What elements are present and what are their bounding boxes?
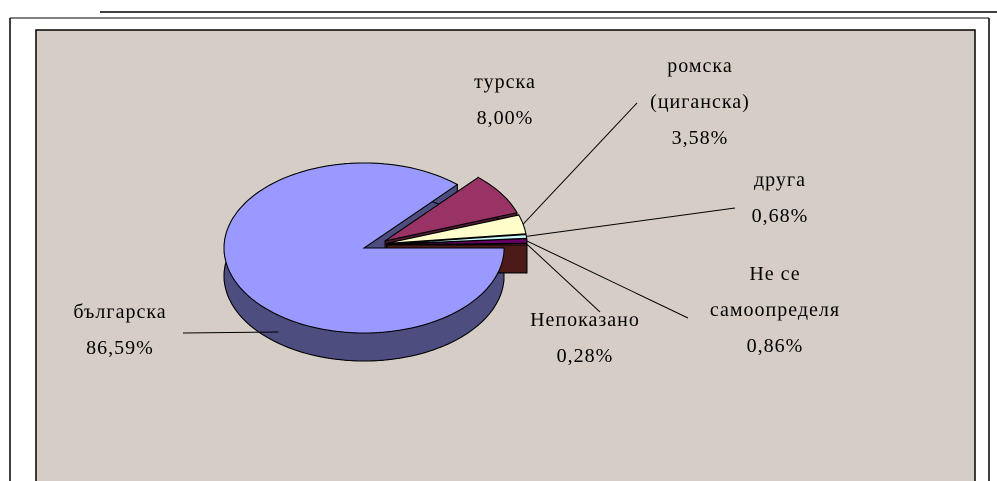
- leader-line: [526, 243, 601, 313]
- value-label: 3,58%: [671, 127, 729, 149]
- leader-line: [526, 207, 736, 237]
- category-label: Непоказано: [530, 309, 640, 331]
- category-label: друга: [754, 169, 806, 191]
- data-label: турска 8,00%: [450, 64, 560, 136]
- value-label: 0,28%: [556, 345, 614, 367]
- data-label: Непоказано 0,28%: [520, 302, 650, 374]
- value-label: 8,00%: [476, 107, 534, 129]
- category-label: ромска (циганска): [650, 55, 750, 113]
- leader-line: [522, 102, 638, 225]
- value-label: 0,68%: [751, 205, 809, 227]
- data-label: ромска (циганска) 3,58%: [635, 48, 765, 156]
- leader-line: [526, 240, 689, 319]
- slice: [384, 176, 518, 242]
- data-label: друга 0,68%: [725, 162, 835, 234]
- category-label: българска: [73, 301, 167, 323]
- data-label: българска 86,59%: [50, 294, 190, 366]
- category-label: Не се самоопределя: [709, 263, 841, 321]
- value-label: 86,59%: [86, 337, 154, 359]
- value-label: 0,86%: [746, 335, 804, 357]
- leader-line: [182, 331, 279, 334]
- data-label: Не се самоопределя 0,86%: [695, 256, 855, 364]
- category-label: турска: [474, 71, 536, 93]
- slice: [223, 162, 505, 334]
- pie: [182, 102, 736, 362]
